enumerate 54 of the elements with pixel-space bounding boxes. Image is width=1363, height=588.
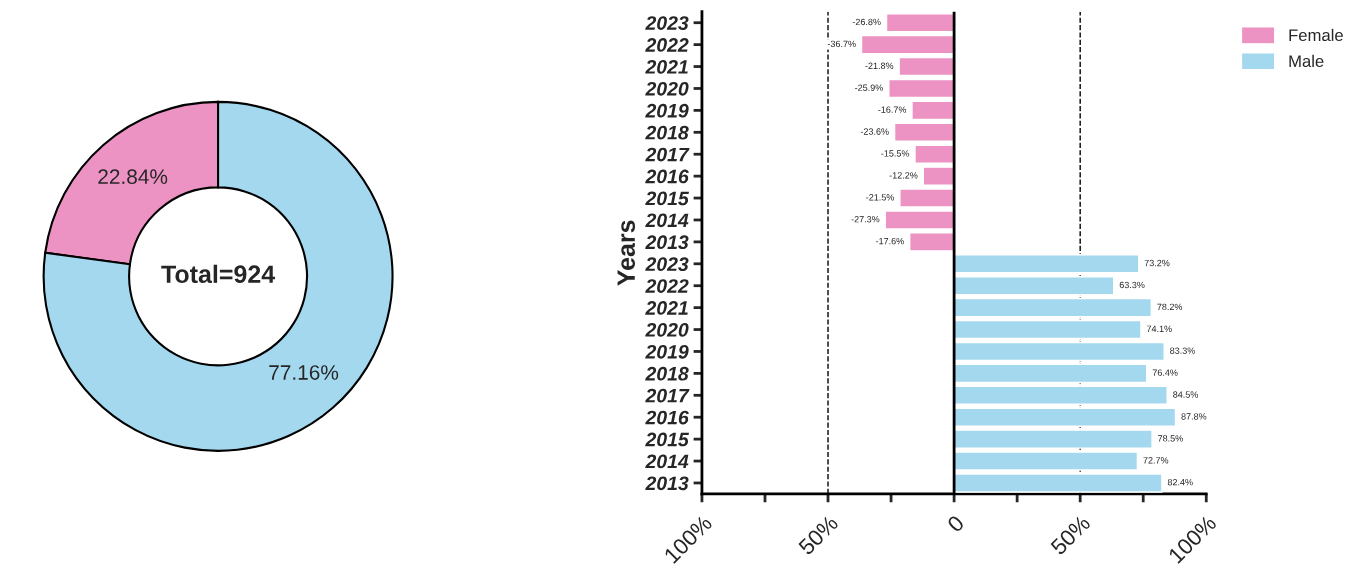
y-tick-label: 2023	[645, 16, 689, 30]
data-label: 82.4%	[1167, 478, 1193, 486]
data-label: -17.6%	[875, 237, 904, 245]
y-tick-label: 2015	[645, 191, 689, 206]
data-label: -21.5%	[866, 194, 895, 201]
data-label: -25.9%	[855, 84, 883, 91]
legend-label: Female	[1289, 28, 1343, 42]
data-label: 78.2%	[1157, 303, 1183, 311]
y-tick-label: 2022	[645, 38, 689, 52]
y-tick-label: 2014	[645, 454, 689, 469]
y-tick-label: 2013	[645, 476, 689, 491]
data-label: 22.84%	[98, 169, 168, 185]
y-tick-label: 2014	[645, 213, 689, 228]
data-label: 77.16%	[269, 365, 339, 380]
y-tick-label: 2017	[645, 388, 690, 403]
data-label: 72.7%	[1143, 457, 1169, 464]
y-tick-label: 2021	[645, 301, 688, 315]
data-label: -26.8%	[852, 18, 881, 26]
x-tick-label: 50%	[1049, 514, 1092, 556]
y-tick-label: 2023	[645, 257, 689, 272]
text: Total=924	[161, 264, 276, 284]
y-tick-label: 2013	[645, 235, 689, 250]
data-label: 84.5%	[1173, 391, 1198, 398]
y-tick-label: 2022	[645, 279, 689, 293]
data-label: -36.7%	[827, 40, 856, 48]
y-tick-label: 2019	[645, 103, 689, 118]
data-label: -23.6%	[860, 128, 889, 135]
data-label: 73.2%	[1144, 259, 1170, 267]
y-tick-label: 2018	[645, 125, 689, 140]
data-label: 76.4%	[1152, 369, 1178, 376]
y-tick-label: 2016	[645, 410, 689, 425]
data-label: 83.3%	[1170, 347, 1195, 354]
legend-label: Male	[1289, 54, 1324, 68]
data-label: 63.3%	[1119, 281, 1145, 289]
y-tick-label: 2016	[645, 169, 689, 184]
y-tick-label: 2021	[645, 60, 688, 74]
data-label: -16.7%	[878, 106, 907, 113]
data-label: -12.2%	[889, 172, 918, 179]
x-tick-label: 0	[946, 514, 966, 534]
donut-slice	[42, 100, 394, 452]
data-label: 87.8%	[1181, 413, 1207, 420]
y-tick-label: 2020	[645, 81, 689, 96]
y-axis-title: Years	[617, 220, 635, 286]
data-label: 78.5%	[1158, 435, 1183, 442]
y-tick-label: 2020	[645, 323, 689, 337]
x-tick-label: 50%	[797, 514, 840, 556]
data-label: 74.1%	[1146, 325, 1172, 332]
data-label: -27.3%	[851, 216, 880, 223]
y-tick-label: 2017	[645, 147, 690, 162]
data-label: -15.5%	[881, 150, 910, 157]
y-tick-label: 2019	[645, 344, 689, 359]
data-label: -21.8%	[865, 62, 894, 69]
y-tick-label: 2018	[645, 366, 689, 381]
y-tick-label: 2015	[645, 432, 689, 447]
